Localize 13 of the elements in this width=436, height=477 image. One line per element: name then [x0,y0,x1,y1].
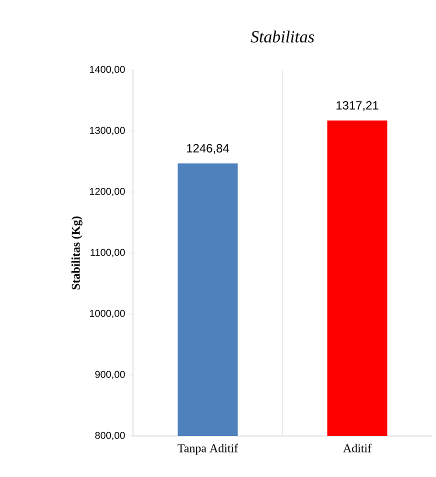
x-tick-label: Aditif [343,444,372,452]
y-tick-label: 1100,00 [90,248,125,258]
y-tick-label: 1400,00 [90,66,125,74]
y-tick-label: 900,00 [95,370,125,380]
y-tick-label: 1000,00 [90,310,125,318]
y-tick-label: 1300,00 [90,126,125,136]
x-tick-label: Tanpa Aditif [178,444,238,455]
y-tick-label: 1200,00 [90,188,125,196]
y-tick-label: 800,00 [95,432,125,440]
chart-title: Stabilitas [250,30,314,43]
y-axis-title: Stabilitas (Kg) [71,216,82,290]
data-label: 1317,21 [336,101,378,111]
data-label: 1246,84 [187,144,229,154]
